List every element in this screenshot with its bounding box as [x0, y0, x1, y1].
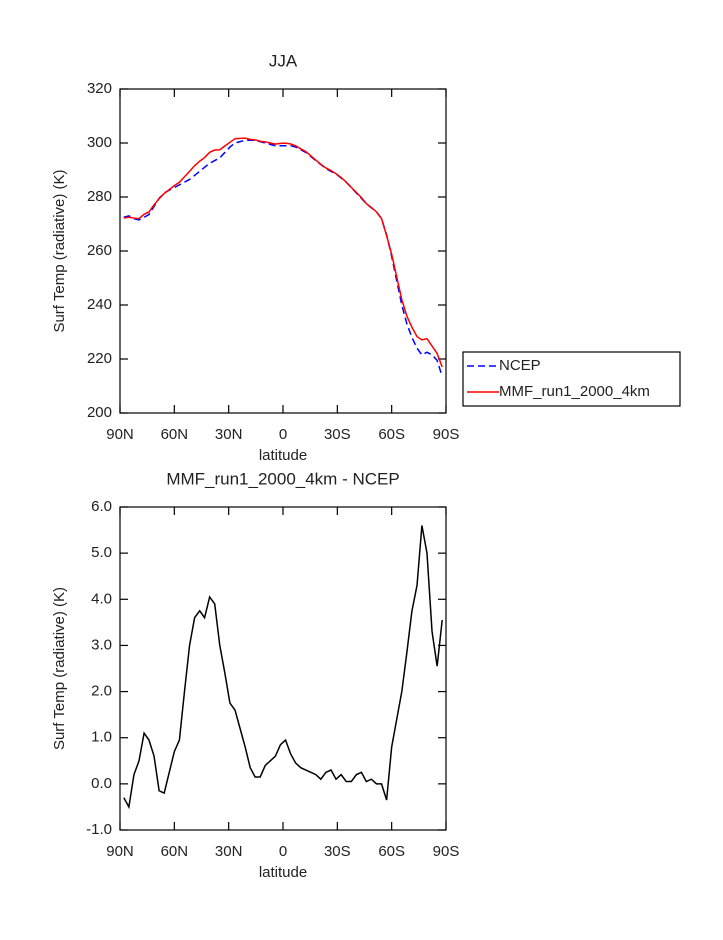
x-tick-label: 30N: [215, 426, 243, 443]
chart-title: MMF_run1_2000_4km - NCEP: [166, 469, 399, 488]
x-tick-label: 0: [279, 426, 287, 443]
x-tick-label: 60S: [378, 843, 405, 860]
x-tick-label: 90S: [433, 843, 460, 860]
plot-frame: [119, 506, 447, 831]
y-tick-label: 5.0: [91, 544, 112, 561]
x-tick-label: 60N: [161, 426, 189, 443]
legend-label: NCEP: [499, 357, 541, 374]
y-tick-label: 6.0: [91, 498, 112, 515]
y-tick-label: 1.0: [91, 729, 112, 746]
x-tick-label: 30S: [324, 426, 351, 443]
y-axis-label: Surf Temp (radiative) (K): [51, 587, 68, 750]
y-tick-label: 2.0: [91, 683, 112, 700]
y-tick-label: 200: [87, 404, 112, 421]
x-axis-label: latitude: [259, 864, 307, 881]
y-axis-label: Surf Temp (radiative) (K): [51, 169, 68, 332]
plot-frame: [119, 88, 447, 414]
data-line: [123, 139, 443, 377]
y-tick-label: 320: [87, 80, 112, 97]
data-line: [123, 525, 443, 810]
x-tick-label: 90S: [433, 426, 460, 443]
y-tick-label: 3.0: [91, 636, 112, 653]
y-tick-label: 0.0: [91, 775, 112, 792]
x-tick-label: 0: [279, 843, 287, 860]
x-tick-label: 90N: [106, 843, 134, 860]
legend-box: [462, 351, 681, 407]
y-tick-label: 220: [87, 350, 112, 367]
y-tick-label: 280: [87, 188, 112, 205]
x-axis-label: latitude: [259, 447, 307, 464]
y-tick-label: 4.0: [91, 590, 112, 607]
y-tick-label: -1.0: [86, 821, 112, 838]
legend-label: MMF_run1_2000_4km: [499, 383, 650, 400]
y-tick-label: 300: [87, 134, 112, 151]
x-tick-label: 90N: [106, 426, 134, 443]
x-tick-label: 30N: [215, 843, 243, 860]
data-line: [123, 137, 443, 368]
y-tick-label: 260: [87, 242, 112, 259]
x-tick-label: 30S: [324, 843, 351, 860]
chart-title: JJA: [269, 51, 298, 70]
x-tick-label: 60S: [378, 426, 405, 443]
y-tick-label: 240: [87, 296, 112, 313]
x-tick-label: 60N: [161, 843, 189, 860]
